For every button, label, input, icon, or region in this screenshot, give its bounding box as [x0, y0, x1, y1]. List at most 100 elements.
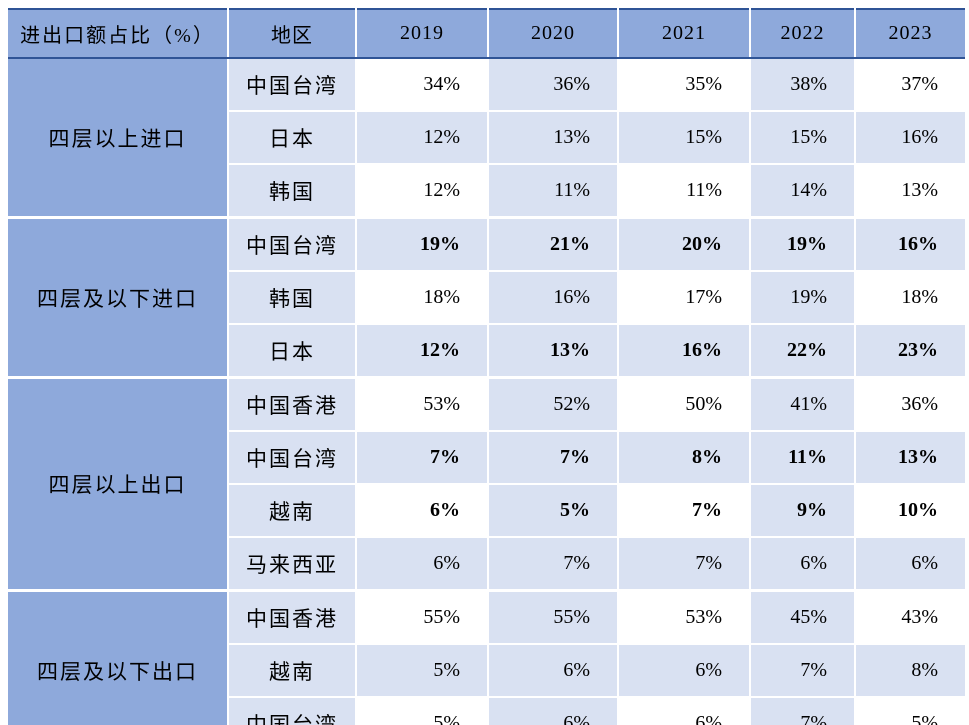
region-cell: 中国台湾 [228, 431, 357, 485]
value-cell: 8% [618, 431, 751, 485]
value-cell: 7% [618, 537, 751, 592]
table-row: 日本 12% 13% 15% 15% 16% [8, 111, 965, 165]
group-cell: 四层以上出口 [8, 377, 229, 592]
table-row: 四层及以下出口 中国香港 55% 55% 53% 45% 43% [8, 590, 965, 725]
value-cell: 10% [855, 484, 965, 538]
value-cell: 14% [750, 164, 856, 219]
group-cell: 四层及以下出口 [8, 590, 229, 725]
table-row: 四层以上出口 中国香港 53% 52% 50% 41% 36% [8, 377, 965, 592]
value-cell: 16% [618, 324, 751, 379]
value-cell: 22% [750, 324, 856, 379]
value-cell: 18% [356, 271, 489, 325]
value-cell: 16% [855, 111, 965, 165]
value-cell: 53% [618, 590, 751, 645]
table-row: 马来西亚 6% 7% 7% 6% 6% [8, 537, 965, 592]
value-cell: 6% [855, 537, 965, 592]
region-cell: 中国台湾 [228, 58, 357, 112]
value-cell: 19% [356, 217, 489, 272]
value-cell: 12% [356, 324, 489, 379]
value-cell: 9% [750, 484, 856, 538]
table-row: 越南 6% 5% 7% 9% 10% [8, 484, 965, 538]
value-cell: 5% [356, 697, 489, 725]
value-cell: 18% [855, 271, 965, 325]
value-cell: 11% [750, 431, 856, 485]
corner-header-cell: 进出口额占比（%） [8, 8, 229, 59]
value-cell: 8% [855, 644, 965, 698]
value-cell: 21% [488, 217, 619, 272]
value-cell: 16% [855, 217, 965, 272]
year-header-cell: 2021 [618, 8, 751, 59]
value-cell: 6% [750, 537, 856, 592]
value-cell: 19% [750, 271, 856, 325]
value-cell: 38% [750, 58, 856, 112]
year-header-cell: 2020 [488, 8, 619, 59]
region-cell: 越南 [228, 644, 357, 698]
year-header-cell: 2023 [855, 8, 965, 59]
value-cell: 43% [855, 590, 965, 645]
value-cell: 20% [618, 217, 751, 272]
value-cell: 53% [356, 377, 489, 432]
table-row: 四层及以下进口 中国台湾 19% 21% 20% 19% 16% [8, 217, 965, 379]
value-cell: 7% [356, 431, 489, 485]
year-header-cell: 2022 [750, 8, 856, 59]
value-cell: 6% [488, 644, 619, 698]
year-header-cell: 2019 [356, 8, 489, 59]
region-cell: 中国香港 [228, 377, 357, 432]
value-cell: 55% [356, 590, 489, 645]
value-cell: 13% [855, 431, 965, 485]
region-cell: 韩国 [228, 271, 357, 325]
value-cell: 11% [618, 164, 751, 219]
value-cell: 13% [488, 111, 619, 165]
value-cell: 50% [618, 377, 751, 432]
table-row: 日本 12% 13% 16% 22% 23% [8, 324, 965, 379]
value-cell: 15% [618, 111, 751, 165]
region-cell: 日本 [228, 324, 357, 379]
value-cell: 7% [750, 697, 856, 725]
value-cell: 7% [488, 431, 619, 485]
value-cell: 34% [356, 58, 489, 112]
value-cell: 11% [488, 164, 619, 219]
value-cell: 37% [855, 58, 965, 112]
region-cell: 日本 [228, 111, 357, 165]
region-cell: 韩国 [228, 164, 357, 219]
value-cell: 7% [488, 537, 619, 592]
table-row: 韩国 18% 16% 17% 19% 18% [8, 271, 965, 325]
region-cell: 马来西亚 [228, 537, 357, 592]
region-cell: 中国台湾 [228, 217, 357, 272]
value-cell: 41% [750, 377, 856, 432]
value-cell: 5% [855, 697, 965, 725]
region-cell: 中国香港 [228, 590, 357, 645]
value-cell: 6% [488, 697, 619, 725]
value-cell: 12% [356, 164, 489, 219]
value-cell: 7% [618, 484, 751, 538]
value-cell: 17% [618, 271, 751, 325]
value-cell: 13% [488, 324, 619, 379]
value-cell: 6% [618, 697, 751, 725]
value-cell: 19% [750, 217, 856, 272]
value-cell: 16% [488, 271, 619, 325]
value-cell: 23% [855, 324, 965, 379]
table-row: 韩国 12% 11% 11% 14% 13% [8, 164, 965, 219]
table-row: 越南 5% 6% 6% 7% 8% [8, 644, 965, 698]
header-row: 进出口额占比（%） 地区 2019 2020 2021 2022 2023 [8, 8, 965, 59]
value-cell: 6% [618, 644, 751, 698]
group-cell: 四层及以下进口 [8, 217, 229, 379]
value-cell: 5% [356, 644, 489, 698]
region-cell: 越南 [228, 484, 357, 538]
value-cell: 35% [618, 58, 751, 112]
region-cell: 中国台湾 [228, 697, 357, 725]
value-cell: 36% [488, 58, 619, 112]
value-cell: 45% [750, 590, 856, 645]
value-cell: 52% [488, 377, 619, 432]
value-cell: 5% [488, 484, 619, 538]
group-cell: 四层以上进口 [8, 58, 229, 219]
value-cell: 15% [750, 111, 856, 165]
table-row: 四层以上进口 中国台湾 34% 36% 35% 38% 37% [8, 58, 965, 219]
value-cell: 7% [750, 644, 856, 698]
value-cell: 12% [356, 111, 489, 165]
table-row: 中国台湾 5% 6% 6% 7% 5% [8, 697, 965, 725]
import-export-share-table: 进出口额占比（%） 地区 2019 2020 2021 2022 2023 四层… [8, 8, 965, 725]
value-cell: 36% [855, 377, 965, 432]
value-cell: 13% [855, 164, 965, 219]
